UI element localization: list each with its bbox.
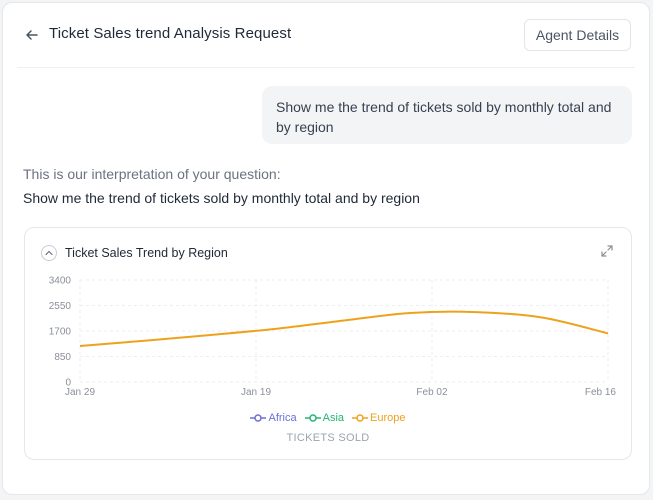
chart-card: Ticket Sales Trend by Region 3400 2550 170…	[24, 227, 632, 460]
y-tick-label: 2550	[49, 301, 72, 312]
expand-icon	[601, 245, 613, 257]
legend-item-europe[interactable]: Europe	[352, 412, 406, 424]
x-tick-label: Jan 29	[65, 387, 95, 398]
legend-item-africa[interactable]: Africa	[250, 412, 297, 424]
user-message: Show me the trend of tickets sold by mon…	[262, 86, 632, 144]
interpretation-label: This is our interpretation of your quest…	[23, 166, 281, 182]
legend-marker-icon	[250, 414, 267, 422]
header: Ticket Sales trend Analysis Request Agen…	[3, 3, 649, 69]
legend-label: Africa	[268, 412, 297, 424]
y-tick-label: 0	[65, 378, 71, 389]
header-divider	[17, 67, 635, 68]
back-button[interactable]	[21, 24, 43, 46]
x-tick-label: Feb 16	[585, 387, 617, 398]
collapse-chart-button[interactable]	[41, 245, 57, 261]
legend-label: Europe	[370, 412, 406, 424]
agent-details-button[interactable]: Agent Details	[524, 19, 631, 51]
y-tick-label: 3400	[49, 276, 72, 287]
chart-title: Ticket Sales Trend by Region	[65, 246, 228, 260]
x-axis-label: TICKETS SOLD	[286, 432, 370, 444]
interpretation-text: Show me the trend of tickets sold by mon…	[23, 190, 420, 206]
chat-panel: Ticket Sales trend Analysis Request Agen…	[2, 2, 650, 495]
page-title: Ticket Sales trend Analysis Request	[49, 25, 292, 42]
y-tick-label: 850	[54, 352, 71, 363]
chart-legend: Africa Asia Europe	[25, 412, 631, 424]
legend-label: Asia	[322, 412, 345, 424]
legend-marker-icon	[352, 414, 369, 422]
y-tick-label: 1700	[49, 327, 72, 338]
x-tick-label: Feb 02	[416, 387, 448, 398]
legend-item-asia[interactable]: Asia	[304, 412, 345, 424]
expand-chart-button[interactable]	[600, 244, 616, 260]
arrow-left-icon	[26, 30, 38, 40]
series-line-europe	[79, 310, 609, 347]
chevron-up-icon	[45, 250, 53, 256]
x-tick-label: Jan 19	[241, 387, 271, 398]
legend-marker-icon	[304, 414, 321, 422]
